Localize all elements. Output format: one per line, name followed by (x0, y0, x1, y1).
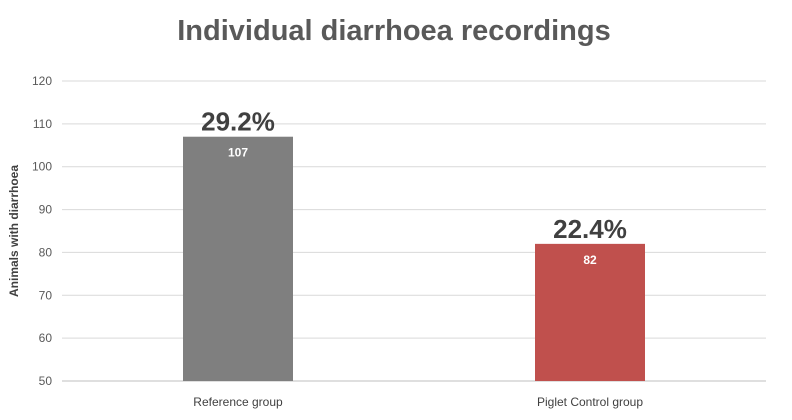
x-axis-tick-labels: Reference group Piglet Control group (193, 395, 643, 409)
y-axis-label: Animals with diarrhoea (7, 165, 21, 297)
gridlines (62, 80, 766, 382)
percent-label: 29.2% (201, 107, 275, 137)
y-tick-label: 100 (32, 160, 52, 174)
x-tick-label: Reference group (193, 395, 283, 409)
y-tick-label: 120 (32, 74, 52, 88)
y-tick-label: 90 (39, 203, 53, 217)
y-tick-label: 110 (33, 117, 52, 131)
y-tick-label: 70 (39, 288, 53, 302)
y-tick-label: 60 (39, 331, 53, 345)
x-tick-label: Piglet Control group (537, 395, 643, 409)
bar (183, 136, 293, 381)
bars: 29.2% 107 22.4% 82 (183, 107, 645, 381)
data-label: 107 (228, 146, 248, 160)
y-tick-label: 50 (39, 374, 53, 388)
chart-title: Individual diarrhoea recordings (177, 15, 611, 47)
y-tick-label: 80 (39, 245, 53, 259)
percent-label: 22.4% (553, 214, 627, 244)
bar (535, 243, 645, 381)
data-label: 82 (583, 253, 597, 267)
y-axis-ticks: 50 60 70 80 90 100 110 120 (32, 74, 52, 388)
